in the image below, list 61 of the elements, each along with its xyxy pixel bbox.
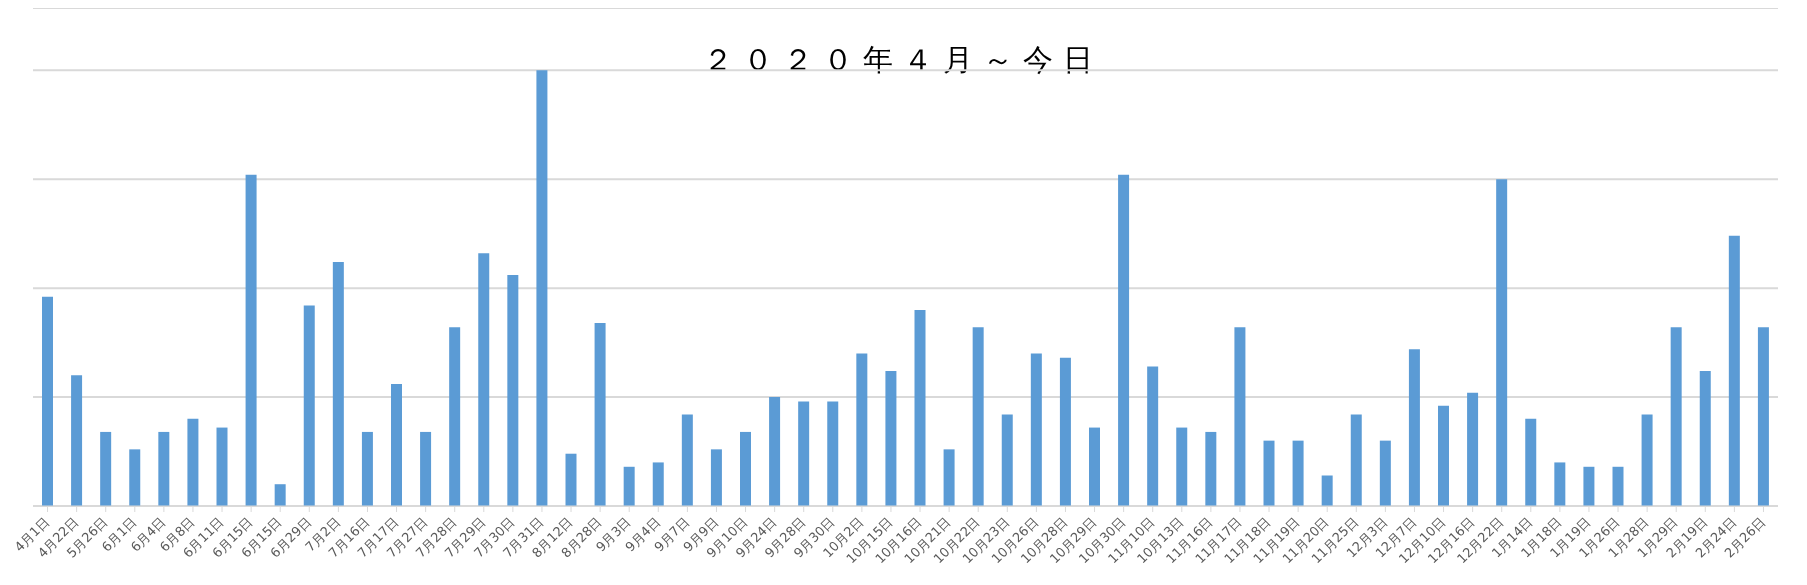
bar — [100, 431, 112, 506]
bar — [1030, 353, 1042, 506]
bar — [1147, 366, 1159, 506]
bar — [1379, 440, 1391, 506]
bar — [420, 431, 432, 506]
bar — [1059, 357, 1071, 506]
bar — [1554, 462, 1566, 506]
bar — [710, 449, 722, 506]
bar — [798, 401, 810, 506]
bar — [536, 70, 548, 506]
bar — [623, 466, 635, 506]
bar — [827, 401, 839, 506]
bar — [943, 449, 955, 506]
bar — [1234, 327, 1246, 506]
bar — [1001, 414, 1013, 506]
bar — [507, 275, 519, 506]
bar — [42, 296, 53, 506]
bar — [740, 431, 751, 506]
bar — [1612, 466, 1624, 506]
bar — [1699, 370, 1711, 506]
bar — [391, 383, 402, 506]
bar — [1205, 431, 1217, 506]
bar — [1641, 414, 1653, 506]
bar — [885, 370, 897, 506]
bar — [1408, 349, 1420, 506]
chart-title: ２０２０年４月～今日 — [702, 41, 1104, 79]
bar — [1089, 427, 1100, 506]
bar — [274, 484, 286, 506]
bar — [914, 309, 926, 506]
bar — [1263, 440, 1275, 506]
bar — [1583, 466, 1595, 506]
bar — [1496, 179, 1508, 506]
bar — [1118, 174, 1130, 506]
bar — [1350, 414, 1362, 506]
bar — [972, 327, 984, 506]
bar — [129, 449, 141, 506]
bar — [1670, 327, 1682, 506]
bar — [1525, 418, 1537, 506]
bar — [245, 174, 257, 506]
bar — [1467, 392, 1479, 506]
bar — [361, 431, 373, 506]
bar — [1321, 475, 1333, 506]
bar — [303, 305, 315, 506]
bar — [71, 375, 83, 506]
bar — [1438, 405, 1449, 506]
bar — [594, 322, 606, 506]
bar — [769, 397, 781, 506]
bar — [652, 462, 664, 506]
bar — [1757, 327, 1769, 506]
bar — [332, 261, 344, 506]
bar — [478, 253, 490, 506]
bar — [158, 431, 170, 506]
bar — [216, 427, 228, 506]
bar — [681, 414, 693, 506]
bar — [187, 418, 199, 506]
bar — [1728, 235, 1740, 506]
bar — [565, 453, 577, 506]
bar — [856, 353, 868, 506]
bar — [1292, 440, 1304, 506]
bar — [1176, 427, 1188, 506]
bar — [449, 327, 461, 506]
